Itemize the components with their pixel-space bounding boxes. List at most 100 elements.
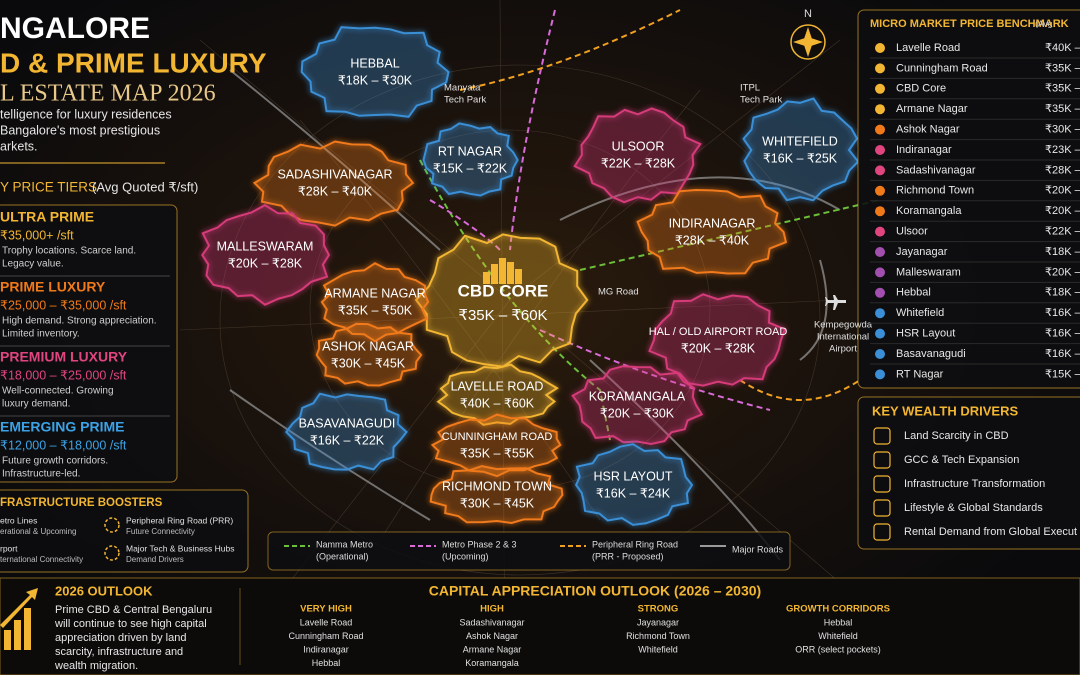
benchmark-name: Cunningham Road	[896, 62, 988, 74]
region-shape	[422, 122, 519, 197]
region-range: ₹16K – ₹24K	[596, 486, 671, 500]
benchmark-panel	[857, 9, 1080, 389]
tier-desc: High demand. Strong appreciation.	[2, 316, 157, 327]
booster-note: Future Connectivity	[126, 527, 195, 536]
tier-desc: Infrastructure-led.	[2, 469, 80, 480]
benchmark-name: HSR Layout	[896, 328, 955, 340]
outlook-line: wealth migration.	[54, 660, 138, 672]
appreciation-item: ORR (select pockets)	[795, 644, 881, 654]
benchmark-value: ₹15K –	[1045, 368, 1080, 380]
map-regions	[201, 26, 860, 526]
region-shape	[742, 97, 860, 202]
building	[507, 262, 514, 284]
building	[491, 264, 498, 284]
region-shape	[574, 443, 694, 526]
tiers-panel	[0, 204, 178, 483]
region-range: ₹35K – ₹55K	[460, 446, 535, 460]
benchmark-value: ₹16K –	[1045, 348, 1080, 360]
driver-item: Lifestyle & Global Standards	[904, 502, 1043, 514]
legend-name: Metro Phase 2 & 3	[442, 539, 517, 549]
benchmark-name: CBD Core	[896, 83, 946, 95]
compass-label: N	[804, 8, 812, 20]
region-shape	[201, 203, 331, 306]
benchmark-value: ₹23K –	[1045, 144, 1080, 156]
building	[483, 272, 490, 284]
region-shape	[300, 26, 450, 118]
boosters-panel	[0, 489, 249, 573]
benchmark-name: RT Nagar	[896, 368, 944, 380]
legend-note: (PRR - Proposed)	[592, 551, 664, 561]
benchmark-value: ₹28K –	[1045, 164, 1080, 176]
region-name: CUNNINGHAM ROAD	[442, 431, 553, 443]
landmark-label: Airport	[829, 344, 857, 355]
tier-name: PRIME LUXURY	[0, 279, 106, 295]
benchmark-value: ₹16K –	[1045, 307, 1080, 319]
tiers-heading: Y PRICE TIERS	[0, 180, 97, 195]
benchmark-note: (Avg	[1035, 18, 1053, 28]
appreciation-heading: HIGH	[480, 604, 504, 615]
appreciation-title: CAPITAL APPRECIATION OUTLOOK (2026 – 203…	[429, 583, 761, 599]
region-shape	[252, 140, 415, 227]
region-shape	[315, 322, 423, 387]
landmark-label: Tech Park	[444, 95, 486, 106]
tier-range: ₹18,000 – ₹25,000 /sft	[0, 368, 127, 382]
title-line: D & PRIME LUXURY	[0, 47, 267, 78]
region-name: INDIRANAGAR	[669, 216, 756, 230]
region-range: ₹35K – ₹60K	[458, 307, 547, 324]
landmark-label: MG Road	[598, 287, 639, 298]
tier-range: ₹25,000 – ₹35,000 /sft	[0, 298, 127, 312]
benchmark-dot	[875, 104, 885, 115]
driver-icon	[873, 499, 891, 517]
tier-desc: Well-connected. Growing	[2, 386, 114, 397]
benchmark-name: Ulsoor	[896, 226, 928, 238]
benchmark-dot	[875, 63, 885, 74]
region-name: CBD CORE	[458, 281, 549, 300]
appreciation-heading: VERY HIGH	[300, 604, 352, 615]
region-name: ARMANE NAGAR	[324, 286, 425, 300]
tiers-note: (Avg Quoted ₹/sft)	[92, 179, 198, 194]
region-name: RT NAGAR	[438, 144, 502, 158]
region-name: WHITEFIELD	[762, 134, 838, 148]
appreciation-item: Whitefield	[638, 644, 678, 654]
region-range: ₹30K – ₹45K	[331, 356, 406, 370]
appreciation-heading: GROWTH CORRIDORS	[786, 604, 890, 615]
tier-range: ₹12,000 – ₹18,000 /sft	[0, 438, 127, 452]
region-range: ₹16K – ₹22K	[310, 433, 385, 447]
benchmark-dot	[875, 226, 885, 237]
benchmark-dot	[875, 145, 885, 155]
appreciation-item: Koramangala	[465, 658, 519, 668]
driver-icon	[873, 451, 891, 469]
benchmark-title: MICRO MARKET PRICE BENCHMARK	[870, 18, 1069, 30]
region-range: ₹15K – ₹22K	[433, 161, 508, 175]
region-name: LAVELLE ROAD	[451, 379, 544, 393]
subtitle-line: arkets.	[0, 139, 38, 153]
region-range: ₹28K – ₹40K	[298, 184, 373, 198]
benchmark-value: ₹35K –	[1045, 62, 1080, 74]
region-shape	[429, 465, 564, 525]
booster-icon	[104, 545, 120, 561]
tier-desc: Future growth corridors.	[2, 456, 108, 467]
outlook-line: Prime CBD & Central Bengaluru	[55, 604, 212, 616]
booster-note: ternational Connectivity	[0, 555, 83, 564]
tier-desc: luxury demand.	[2, 399, 70, 410]
benchmark-name: Jayanagar	[896, 246, 948, 258]
appreciation-item: Jayanagar	[637, 617, 679, 627]
benchmark-name: Koramangala	[896, 205, 962, 217]
booster-name: rport	[0, 543, 18, 553]
subtitle-line: telligence for luxury residences	[0, 107, 172, 121]
benchmark-dot	[875, 267, 885, 278]
region-range: ₹35K – ₹50K	[338, 303, 413, 317]
benchmark-dot	[875, 247, 885, 257]
benchmark-dot	[875, 83, 885, 94]
region-name: HSR LAYOUT	[594, 469, 673, 483]
tier-name: ULTRA PRIME	[0, 209, 94, 225]
region-range: ₹20K – ₹30K	[600, 406, 675, 420]
appreciation-item: Hebbal	[312, 658, 341, 668]
legend-note: (Operational)	[316, 551, 369, 561]
benchmark-value: ₹18K –	[1045, 246, 1080, 258]
benchmark-value: ₹22K –	[1045, 226, 1080, 238]
region-range: ₹20K – ₹28K	[681, 341, 756, 355]
region-name: MALLESWARAM	[217, 239, 314, 253]
region-shape	[573, 107, 702, 204]
